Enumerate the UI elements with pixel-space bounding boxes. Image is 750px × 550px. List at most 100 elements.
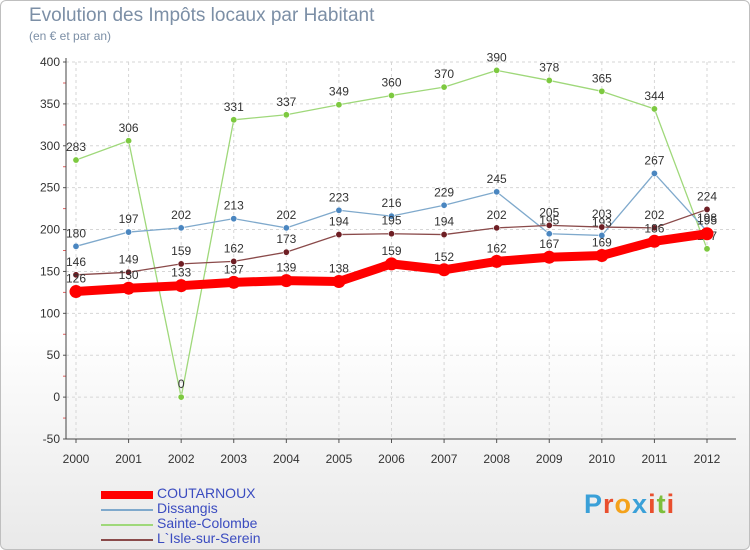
data-point-sainte-colombe	[335, 101, 343, 109]
data-point-l-isle-sur-serein	[703, 205, 711, 213]
data-label-coutarnoux: 133	[171, 266, 191, 280]
data-label-dissangis: 229	[434, 185, 454, 199]
data-point-l-isle-sur-serein	[387, 230, 395, 238]
data-label-dissangis: 180	[66, 226, 86, 240]
data-point-l-isle-sur-serein	[177, 260, 185, 268]
data-label-coutarnoux: 169	[592, 236, 612, 250]
data-label-dissangis: 267	[644, 153, 664, 167]
data-point-l-isle-sur-serein	[230, 257, 238, 265]
y-tick-label: 200	[40, 223, 60, 237]
legend-item-coutarnoux: COUTARNOUX	[101, 485, 361, 502]
data-point-sainte-colombe	[387, 92, 395, 100]
legend-label-dissangis: Dissangis	[157, 500, 218, 516]
data-label-l-isle-sur-serein: 202	[644, 208, 664, 222]
data-label-l-isle-sur-serein: 162	[224, 241, 244, 255]
legend-swatch-coutarnoux	[101, 491, 153, 499]
y-tick-label: -50	[43, 432, 61, 446]
data-label-coutarnoux: 167	[539, 237, 559, 251]
chart-title: Evolution des Impôts locaux par Habitant	[29, 5, 375, 26]
data-point-l-isle-sur-serein	[650, 224, 658, 232]
data-label-coutarnoux: 139	[276, 261, 296, 275]
legend-label-sainte-colombe: Sainte-Colombe	[157, 515, 258, 531]
data-point-sainte-colombe	[493, 66, 501, 74]
x-tick-label: 2002	[168, 452, 195, 466]
data-point-coutarnoux	[227, 275, 241, 289]
data-label-sainte-colombe: 331	[224, 100, 244, 114]
data-point-dissangis	[598, 231, 606, 239]
data-label-sainte-colombe: 349	[329, 85, 349, 99]
data-point-dissangis	[125, 228, 133, 236]
data-point-coutarnoux	[174, 279, 188, 293]
x-tick-label: 2008	[483, 452, 510, 466]
x-tick-label: 2004	[273, 452, 300, 466]
data-point-l-isle-sur-serein	[335, 231, 343, 239]
y-tick-label: 250	[40, 181, 60, 195]
data-label-l-isle-sur-serein: 203	[592, 207, 612, 221]
data-label-sainte-colombe: 378	[539, 60, 559, 74]
data-label-dissangis: 195	[539, 214, 559, 228]
legend-item-isle-sur-serein: L`Isle-sur-Serein	[101, 530, 361, 547]
data-point-l-isle-sur-serein	[440, 231, 448, 239]
data-point-dissangis	[177, 224, 185, 232]
data-point-l-isle-sur-serein	[493, 224, 501, 232]
data-label-dissangis: 193	[592, 215, 612, 229]
data-point-sainte-colombe	[230, 116, 238, 124]
data-point-sainte-colombe	[282, 111, 290, 119]
data-label-l-isle-sur-serein: 194	[434, 215, 454, 229]
x-tick-label: 2003	[220, 452, 247, 466]
data-point-coutarnoux	[542, 250, 556, 264]
data-label-coutarnoux: 152	[434, 250, 454, 264]
data-label-dissangis: 223	[329, 190, 349, 204]
x-tick-label: 2012	[694, 452, 721, 466]
data-point-l-isle-sur-serein	[72, 271, 80, 279]
data-label-l-isle-sur-serein: 205	[539, 205, 559, 219]
data-point-coutarnoux	[490, 254, 504, 268]
data-label-dissangis: 245	[487, 172, 507, 186]
x-tick-label: 2010	[588, 452, 615, 466]
data-point-dissangis	[545, 230, 553, 238]
data-label-coutarnoux: 126	[66, 272, 86, 286]
data-point-coutarnoux	[647, 234, 661, 248]
data-label-l-isle-sur-serein: 202	[487, 208, 507, 222]
data-label-dissangis: 202	[171, 208, 191, 222]
x-tick-label: 2005	[326, 452, 353, 466]
brand-logo: Proxiti	[584, 489, 675, 520]
data-label-dissangis: 202	[276, 208, 296, 222]
data-point-l-isle-sur-serein	[125, 268, 133, 276]
data-label-l-isle-sur-serein: 195	[381, 214, 401, 228]
data-point-coutarnoux	[279, 274, 293, 288]
data-point-coutarnoux	[595, 249, 609, 263]
data-label-sainte-colombe: 0	[178, 377, 185, 391]
data-point-sainte-colombe	[703, 245, 711, 253]
data-label-dissangis: 213	[224, 199, 244, 213]
data-label-coutarnoux: 159	[381, 244, 401, 258]
x-tick-label: 2006	[378, 452, 405, 466]
legend-swatch-isle-sur-serein	[101, 539, 153, 541]
data-point-coutarnoux	[700, 227, 714, 241]
data-point-coutarnoux	[437, 263, 451, 277]
data-point-coutarnoux	[69, 285, 83, 299]
data-point-coutarnoux	[122, 281, 136, 295]
brand-letter: P	[584, 489, 604, 519]
data-label-coutarnoux: 186	[644, 221, 664, 235]
data-point-coutarnoux	[385, 257, 398, 271]
data-label-sainte-colombe: 360	[381, 76, 401, 90]
x-tick-label: 2000	[63, 452, 90, 466]
x-tick-label: 2011	[642, 452, 668, 466]
data-label-l-isle-sur-serein: 146	[66, 255, 86, 269]
brand-letter: r	[603, 489, 615, 519]
data-point-dissangis	[387, 212, 395, 220]
data-label-coutarnoux: 162	[487, 241, 507, 255]
data-point-sainte-colombe	[545, 76, 553, 84]
data-point-l-isle-sur-serein	[598, 223, 606, 231]
legend-swatch-dissangis	[101, 509, 153, 511]
data-point-dissangis	[440, 201, 448, 209]
data-point-dissangis	[335, 206, 343, 214]
brand-letter: i	[648, 489, 657, 519]
brand-letter: i	[666, 489, 676, 519]
data-point-l-isle-sur-serein	[282, 248, 290, 256]
legend-item-sainte-colombe: Sainte-Colombe	[101, 515, 361, 532]
data-label-l-isle-sur-serein: 224	[697, 189, 717, 203]
data-label-l-isle-sur-serein: 149	[119, 252, 139, 266]
